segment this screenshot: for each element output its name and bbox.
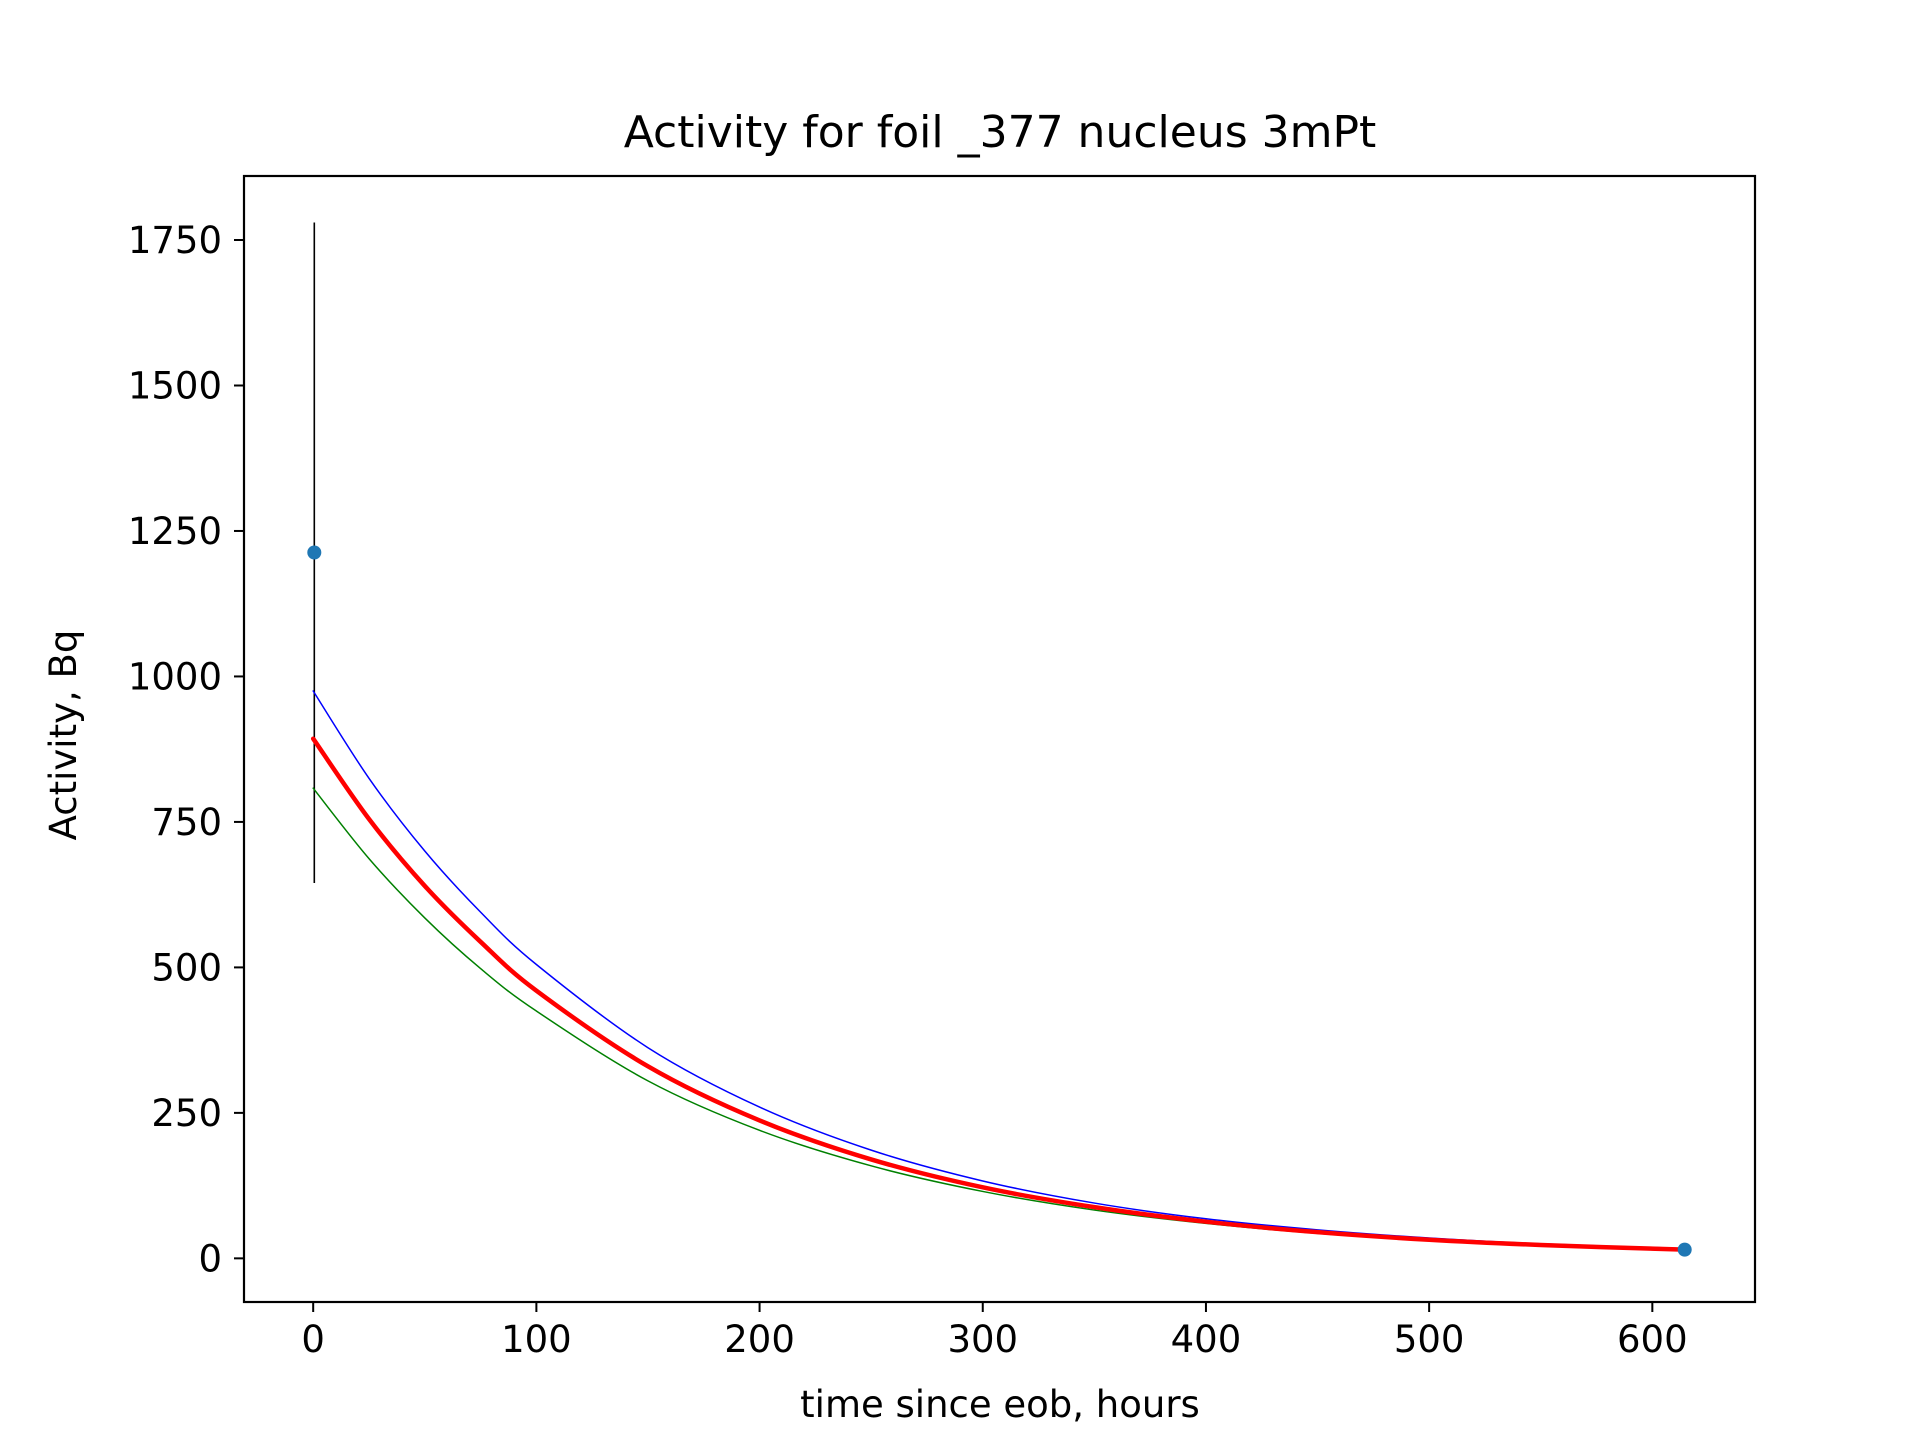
y-tick-label: 500 (151, 946, 222, 989)
y-tick-label: 250 (151, 1092, 222, 1135)
y-tick-label: 1500 (128, 364, 222, 407)
data-point-1 (1677, 1242, 1692, 1257)
x-axis-label: time since eob, hours (800, 1383, 1200, 1426)
y-axis-label: Activity, Bq (42, 630, 85, 841)
x-tick-label: 0 (301, 1318, 325, 1361)
y-tick-label: 1250 (128, 510, 222, 553)
x-tick-label: 200 (724, 1318, 795, 1361)
x-tick-label: 400 (1171, 1318, 1242, 1361)
y-tick-label: 750 (151, 801, 222, 844)
axis-ticks: 0 100 200 300 400 500 600 0 250 500 750 1000 1250 150… (128, 219, 1688, 1361)
x-tick-label: 100 (501, 1318, 572, 1361)
data-point-0 (307, 545, 322, 560)
plot-area (242, 174, 1757, 1304)
y-tick-label: 1750 (128, 219, 222, 262)
x-tick-label: 300 (947, 1318, 1018, 1361)
curve-fit (310, 736, 1687, 1252)
x-tick-label: 600 (1617, 1318, 1688, 1361)
chart-title: Activity for foil _377 nucleus 3mPt (624, 107, 1377, 158)
y-tick-label: 1000 (128, 655, 222, 698)
axes-frame (242, 174, 1757, 1304)
y-tick-label: 0 (198, 1237, 222, 1280)
x-tick-label: 500 (1394, 1318, 1465, 1361)
